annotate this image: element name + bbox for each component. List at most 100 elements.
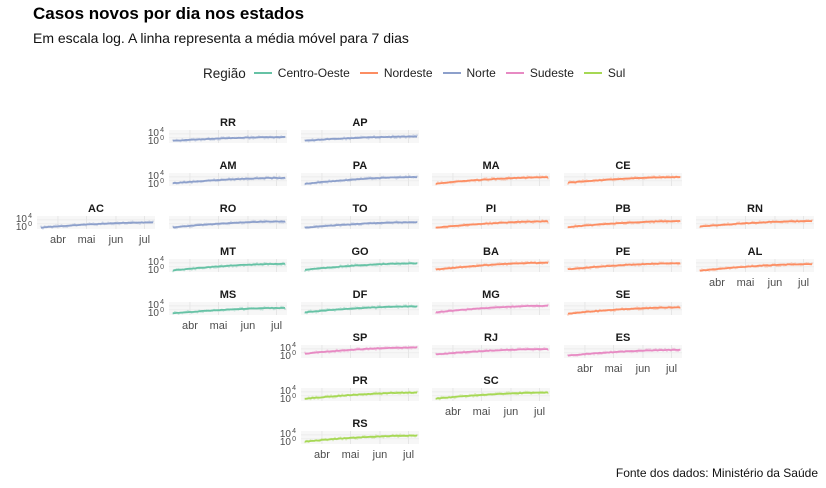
facet-pr: PR 10 410 0	[280, 375, 419, 405]
legend-item-norte: Norte	[442, 66, 496, 80]
facet-pe: PE	[564, 246, 682, 272]
legend-key	[505, 72, 524, 74]
facet-label: MA	[482, 160, 499, 172]
facet-label: ES	[616, 332, 631, 344]
moving-average-line	[435, 348, 548, 356]
moving-average-line	[567, 176, 681, 184]
legend-title: Região	[203, 65, 246, 81]
y-tick-label: 10	[148, 171, 160, 182]
moving-average-line	[304, 391, 418, 400]
facet-se: SE	[564, 289, 682, 316]
moving-average-line	[172, 307, 286, 315]
y-tick-exponent: 0	[160, 307, 164, 314]
facet-label: DF	[353, 289, 368, 301]
facet-ro: RO	[169, 203, 287, 230]
chart-subtitle: Em escala log. A linha representa a médi…	[33, 30, 409, 46]
y-tick-label: 10	[280, 437, 292, 448]
x-tick-label: jun	[767, 277, 783, 289]
facet-label: PA	[353, 160, 368, 172]
moving-average-line	[304, 434, 417, 443]
x-tick-label: abr	[445, 406, 461, 418]
moving-average-line	[435, 391, 549, 400]
y-tick-label: 10	[148, 308, 160, 319]
legend-item-centro-oeste: Centro-Oeste	[253, 66, 350, 80]
legend-key	[359, 72, 378, 74]
legend-label: Sudeste	[529, 66, 574, 80]
facet-ac: AC 10 410 0 abr mai jun jul	[16, 203, 155, 246]
facet-label: RS	[352, 418, 367, 430]
panel-background	[432, 302, 550, 315]
facet-pa: PA	[301, 160, 419, 186]
facet-df: DF	[301, 289, 419, 315]
y-tick-label: 10	[16, 214, 28, 225]
legend-label: Sul	[607, 66, 626, 80]
y-tick-exponent: 4	[292, 385, 296, 392]
x-tick-label: mai	[78, 234, 96, 246]
facet-am: AM 10 410 0	[148, 160, 287, 190]
y-tick-exponent: 4	[160, 299, 164, 306]
x-tick-label: jun	[240, 320, 256, 332]
y-tick-label: 10	[148, 257, 160, 268]
facet-label: CE	[615, 160, 630, 172]
chart-title: Casos novos por dia nos estados	[33, 4, 305, 23]
y-tick-label: 10	[148, 179, 160, 190]
y-tick-label: 10	[148, 300, 160, 311]
moving-average-line	[304, 135, 418, 142]
legend-label: Nordeste	[383, 66, 433, 80]
facet-sp: SP 10 410 0	[280, 332, 419, 362]
moving-average-line	[304, 176, 417, 185]
x-tick-label: mai	[605, 363, 623, 375]
x-tick-label: abr	[577, 363, 593, 375]
legend-item-nordeste: Nordeste	[359, 66, 433, 80]
moving-average-line	[40, 221, 154, 229]
x-tick-label: mai	[473, 406, 491, 418]
moving-average-line	[435, 176, 549, 185]
facet-pb: PB	[564, 203, 682, 229]
moving-average-line	[435, 261, 549, 271]
y-tick-label: 10	[148, 265, 160, 276]
legend-label: Norte	[466, 66, 496, 80]
facet-label: GO	[351, 246, 369, 258]
y-tick-label: 10	[280, 429, 292, 440]
moving-average-line	[172, 176, 286, 184]
x-tick-label: jul	[138, 234, 150, 246]
moving-average-line	[699, 263, 813, 272]
moving-average-line	[304, 221, 418, 229]
legend-item-sul: Sul	[583, 66, 626, 80]
y-tick-exponent: 4	[28, 213, 32, 220]
x-tick-label: abr	[182, 320, 198, 332]
y-tick-exponent: 4	[160, 256, 164, 263]
facet-label: SC	[483, 375, 498, 387]
facet-rr: RR 10 410 0	[148, 117, 287, 147]
y-tick-label: 10	[148, 128, 160, 139]
moving-average-line	[567, 348, 681, 357]
facet-label: MT	[220, 246, 236, 258]
y-tick-exponent: 4	[160, 127, 164, 134]
x-tick-label: jun	[503, 406, 519, 418]
facet-label: SE	[616, 289, 631, 301]
facet-label: PR	[352, 375, 367, 387]
y-tick-label: 10	[280, 351, 292, 362]
x-tick-label: mai	[342, 449, 360, 461]
legend-item-sudeste: Sudeste	[505, 66, 574, 80]
x-tick-label: jul	[665, 363, 677, 375]
y-tick-exponent: 0	[292, 436, 296, 443]
facet-label: BA	[483, 246, 499, 258]
facet-ce: CE	[564, 160, 682, 186]
facet-go: GO	[301, 246, 419, 273]
y-tick-exponent: 0	[28, 221, 32, 228]
legend-key	[442, 72, 461, 74]
moving-average-line	[435, 304, 549, 314]
moving-average-line	[567, 306, 681, 315]
moving-average-line	[304, 346, 418, 355]
facet-label: AC	[88, 203, 104, 215]
facet-ma: MA	[432, 160, 550, 186]
facet-label: AP	[352, 117, 367, 129]
y-tick-exponent: 0	[292, 393, 296, 400]
x-tick-label: jun	[635, 363, 651, 375]
x-tick-label: abr	[709, 277, 725, 289]
legend-key	[583, 72, 602, 74]
panel-background	[432, 345, 550, 358]
x-tick-label: jul	[270, 320, 282, 332]
